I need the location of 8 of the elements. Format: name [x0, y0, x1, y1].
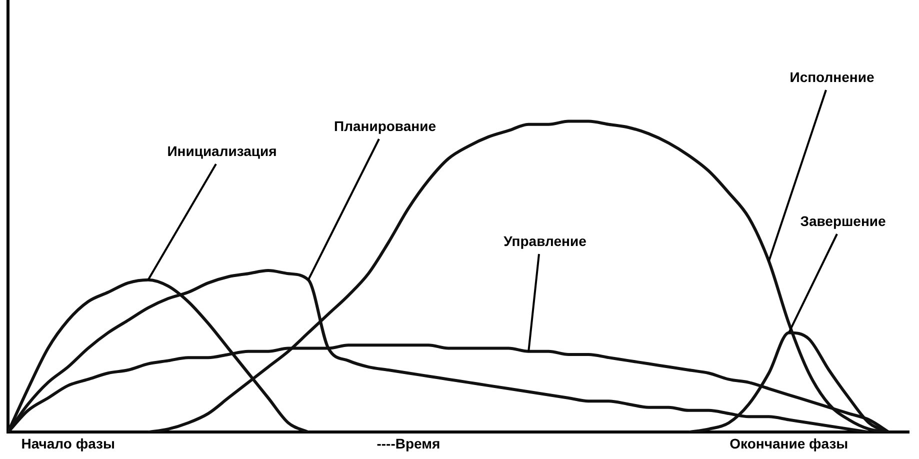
text: Инициализация: [167, 142, 277, 159]
x-tick-label: Начало фазы: [21, 435, 115, 452]
text: Завершение: [800, 212, 886, 229]
text: Планирование: [334, 118, 436, 134]
text: Управление: [504, 232, 587, 249]
x-tick-label: ----Время: [376, 435, 440, 452]
text: Исполнение: [790, 68, 874, 85]
x-tick-label: Окончание фазы: [730, 435, 848, 452]
